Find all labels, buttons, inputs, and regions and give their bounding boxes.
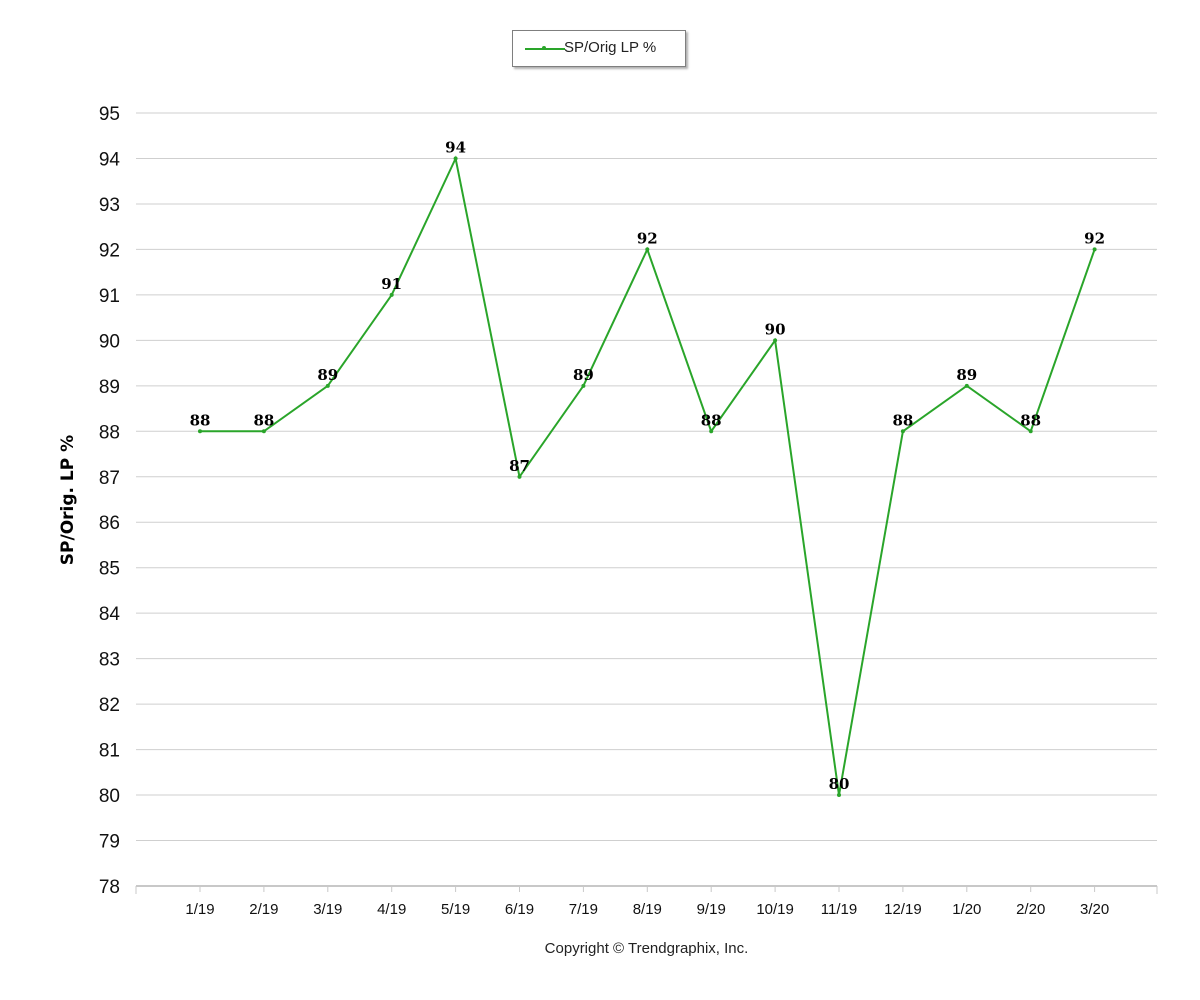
x-tick-label: 8/19 [633, 901, 662, 918]
copyright-text: Copyright © Trendgraphix, Inc. [544, 940, 749, 957]
data-label: 92 [637, 229, 658, 247]
y-tick-label: 82 [99, 695, 120, 716]
data-point [964, 383, 969, 388]
legend: SP/Orig LP % [512, 30, 686, 67]
legend-marker [542, 46, 546, 50]
data-label: 89 [573, 366, 594, 384]
data-label: 88 [253, 411, 274, 429]
y-tick-label: 95 [99, 104, 120, 125]
data-point [900, 429, 905, 434]
y-tick-label: 79 [99, 832, 120, 853]
data-point [773, 338, 778, 343]
y-tick-label: 85 [99, 559, 120, 580]
y-tick-label: 87 [99, 468, 120, 489]
data-point [645, 247, 650, 252]
x-tick-label: 5/19 [441, 901, 470, 918]
y-tick-label: 90 [99, 331, 120, 352]
data-label: 92 [1084, 229, 1105, 247]
y-axis-ticks: 78 79 80 81 82 83 84 85 86 87 88 89 90 91 92 93 94 95 [99, 104, 121, 898]
data-point [453, 156, 458, 161]
x-tick-label: 11/19 [821, 901, 857, 918]
x-axis: 1/19 2/19 3/19 4/19 5/19 6/19 7/19 8/19 9/19 10/1… [135, 885, 1158, 918]
gridlines [136, 112, 1157, 842]
data-point [517, 474, 522, 479]
y-tick-label: 88 [99, 422, 120, 443]
x-tick-label: 2/20 [1016, 901, 1045, 918]
y-tick-label: 83 [99, 650, 120, 671]
data-point [389, 292, 394, 297]
data-label: 89 [956, 366, 977, 384]
data-label: 94 [445, 138, 466, 156]
x-tick-label: 3/19 [313, 901, 342, 918]
x-tick-label: 12/19 [884, 901, 922, 918]
y-tick-label: 80 [99, 786, 120, 807]
data-point [1028, 429, 1033, 434]
series-sp-orig-lp [198, 155, 1097, 798]
data-labels: 88 88 89 91 94 87 89 92 88 90 80 88 89 88 92 [190, 138, 1105, 793]
legend-label: SP/Orig LP % [564, 39, 657, 56]
y-tick-label: 94 [99, 149, 121, 170]
x-tick-label: 2/19 [249, 901, 278, 918]
data-label: 88 [1020, 411, 1041, 429]
x-tick-label: 1/19 [185, 901, 214, 918]
data-label: 89 [317, 366, 338, 384]
x-tick-label: 7/19 [569, 901, 598, 918]
y-tick-label: 81 [99, 741, 120, 762]
x-tick-label: 3/20 [1080, 901, 1109, 918]
y-tick-label: 78 [99, 877, 120, 898]
x-tick-label: 9/19 [697, 901, 726, 918]
data-point [837, 793, 841, 798]
data-point [325, 383, 330, 388]
y-tick-label: 86 [99, 513, 120, 534]
data-label: 90 [765, 320, 786, 338]
data-point [581, 383, 586, 388]
y-tick-label: 93 [99, 195, 120, 216]
x-tick-label: 4/19 [377, 901, 406, 918]
data-label: 87 [509, 457, 530, 475]
y-tick-label: 91 [99, 286, 120, 307]
data-point [198, 429, 202, 434]
data-label: 80 [829, 775, 850, 793]
data-label: 88 [701, 411, 722, 429]
x-tick-label: 1/20 [952, 901, 981, 918]
data-label: 88 [892, 411, 913, 429]
x-tick-label: 6/19 [505, 901, 534, 918]
data-point [709, 429, 714, 434]
data-point [261, 429, 266, 434]
data-point [1092, 247, 1097, 252]
y-axis-label: SP/Orig. LP % [58, 434, 78, 566]
data-label: 91 [381, 275, 402, 293]
y-tick-label: 92 [99, 240, 120, 261]
y-tick-label: 89 [99, 377, 120, 398]
data-label: 88 [190, 411, 211, 429]
x-tick-label: 10/19 [756, 901, 794, 918]
y-tick-label: 84 [99, 604, 121, 625]
